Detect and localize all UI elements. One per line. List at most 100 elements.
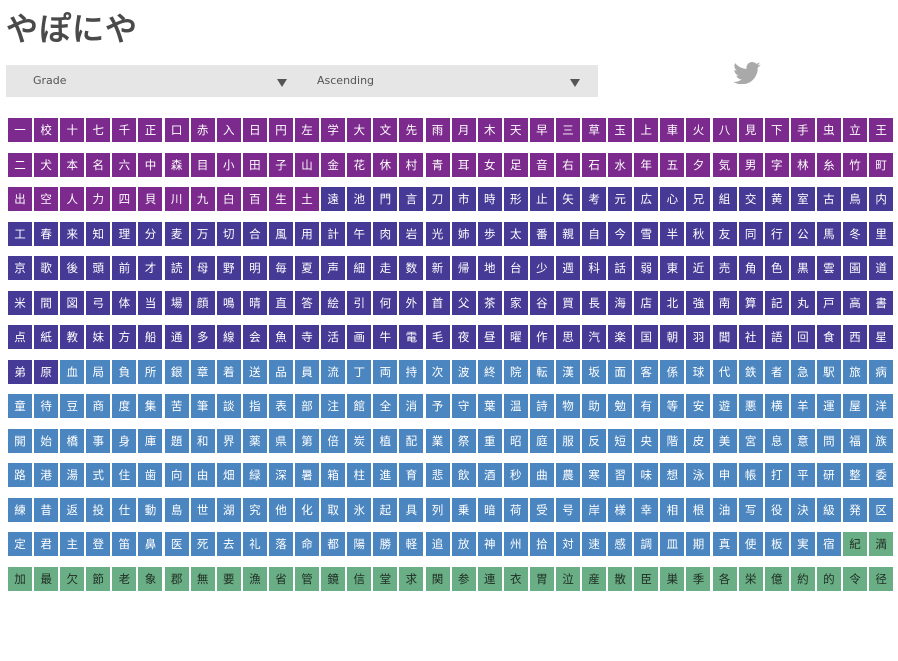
kanji-cell[interactable]: 各 [712,566,737,591]
kanji-cell[interactable]: 口 [164,118,189,142]
kanji-cell[interactable]: 根 [686,497,711,522]
kanji-cell[interactable]: 神 [477,532,502,556]
kanji-cell[interactable]: 弟 [8,359,32,384]
kanji-cell[interactable]: 本 [60,152,85,177]
kanji-cell[interactable]: 海 [608,290,633,315]
kanji-cell[interactable]: 負 [112,359,137,384]
kanji-cell[interactable]: 園 [843,256,867,280]
kanji-cell[interactable]: 流 [321,359,346,384]
kanji-cell[interactable]: 最 [34,566,59,591]
kanji-cell[interactable]: 小 [216,152,241,177]
kanji-cell[interactable]: 円 [268,118,293,142]
kanji-cell[interactable]: 岩 [399,221,424,246]
kanji-cell[interactable]: 鳴 [216,290,241,315]
kanji-cell[interactable]: 米 [8,290,32,315]
kanji-cell[interactable]: 級 [816,497,841,522]
kanji-cell[interactable]: 走 [373,256,398,280]
kanji-cell[interactable]: 室 [790,187,815,211]
kanji-cell[interactable]: 物 [555,394,580,418]
kanji-cell[interactable]: 秒 [503,463,528,487]
kanji-cell[interactable]: 道 [869,256,894,280]
kanji-cell[interactable]: 都 [321,532,346,556]
kanji-cell[interactable]: 界 [216,428,241,453]
kanji-cell[interactable]: 活 [321,325,346,349]
kanji-cell[interactable]: 的 [816,566,841,591]
kanji-cell[interactable]: 族 [869,428,894,453]
kanji-cell[interactable]: 次 [425,359,450,384]
kanji-cell[interactable]: 思 [555,325,580,349]
kanji-cell[interactable]: 王 [869,118,894,142]
kanji-cell[interactable]: 牛 [373,325,398,349]
kanji-cell[interactable]: 雪 [634,221,659,246]
kanji-cell[interactable]: 文 [373,118,398,142]
kanji-cell[interactable]: 工 [8,221,32,246]
kanji-cell[interactable]: 学 [321,118,346,142]
kanji-cell[interactable]: 百 [242,187,267,211]
kanji-cell[interactable]: 四 [112,187,137,211]
kanji-cell[interactable]: 村 [399,152,424,177]
kanji-cell[interactable]: 苦 [164,394,189,418]
kanji-cell[interactable]: 名 [86,152,111,177]
kanji-cell[interactable]: 堂 [373,566,398,591]
kanji-cell[interactable]: 令 [843,566,867,591]
kanji-cell[interactable]: 横 [764,394,789,418]
kanji-cell[interactable]: 氷 [347,497,372,522]
kanji-cell[interactable]: 指 [242,394,267,418]
kanji-cell[interactable]: 反 [582,428,607,453]
kanji-cell[interactable]: 子 [268,152,293,177]
kanji-cell[interactable]: 話 [608,256,633,280]
kanji-cell[interactable]: 少 [529,256,554,280]
kanji-cell[interactable]: 息 [764,428,789,453]
kanji-cell[interactable]: 客 [634,359,659,384]
kanji-cell[interactable]: 回 [790,325,815,349]
kanji-cell[interactable]: 兄 [686,187,711,211]
kanji-cell[interactable]: 植 [373,428,398,453]
kanji-cell[interactable]: 皿 [660,532,685,556]
kanji-cell[interactable]: 船 [138,325,163,349]
kanji-cell[interactable]: 軽 [399,532,424,556]
kanji-cell[interactable]: 員 [295,359,320,384]
kanji-cell[interactable]: 放 [451,532,476,556]
kanji-cell[interactable]: 悲 [425,463,450,487]
kanji-cell[interactable]: 分 [138,221,163,246]
kanji-cell[interactable]: 数 [399,256,424,280]
twitter-bird-icon[interactable] [733,62,761,85]
kanji-cell[interactable]: 白 [216,187,241,211]
kanji-cell[interactable]: 感 [608,532,633,556]
kanji-cell[interactable]: 始 [34,428,59,453]
kanji-cell[interactable]: 節 [86,566,111,591]
kanji-cell[interactable]: 加 [8,566,32,591]
kanji-cell[interactable]: 進 [373,463,398,487]
kanji-cell[interactable]: 定 [8,532,32,556]
kanji-cell[interactable]: 商 [86,394,111,418]
kanji-cell[interactable]: 関 [425,566,450,591]
kanji-cell[interactable]: 者 [764,359,789,384]
kanji-cell[interactable]: 期 [686,532,711,556]
kanji-cell[interactable]: 死 [190,532,215,556]
kanji-cell[interactable]: 玉 [608,118,633,142]
kanji-cell[interactable]: 省 [268,566,293,591]
kanji-cell[interactable]: 光 [425,221,450,246]
kanji-cell[interactable]: 言 [399,187,424,211]
kanji-cell[interactable]: 外 [399,290,424,315]
kanji-cell[interactable]: 弓 [86,290,111,315]
kanji-cell[interactable]: 区 [869,497,894,522]
kanji-cell[interactable]: 散 [608,566,633,591]
kanji-cell[interactable]: 平 [790,463,815,487]
kanji-cell[interactable]: 北 [660,290,685,315]
kanji-cell[interactable]: 問 [816,428,841,453]
kanji-cell[interactable]: 究 [242,497,267,522]
kanji-cell[interactable]: 電 [399,325,424,349]
kanji-cell[interactable]: 全 [373,394,398,418]
kanji-cell[interactable]: 雨 [425,118,450,142]
kanji-cell[interactable]: 血 [60,359,85,384]
kanji-cell[interactable]: 字 [764,152,789,177]
kanji-cell[interactable]: 歩 [477,221,502,246]
kanji-cell[interactable]: 去 [216,532,241,556]
kanji-cell[interactable]: 信 [347,566,372,591]
kanji-cell[interactable]: 洋 [869,394,894,418]
kanji-cell[interactable]: 葉 [477,394,502,418]
kanji-cell[interactable]: 投 [86,497,111,522]
kanji-cell[interactable]: 番 [529,221,554,246]
kanji-cell[interactable]: 短 [608,428,633,453]
